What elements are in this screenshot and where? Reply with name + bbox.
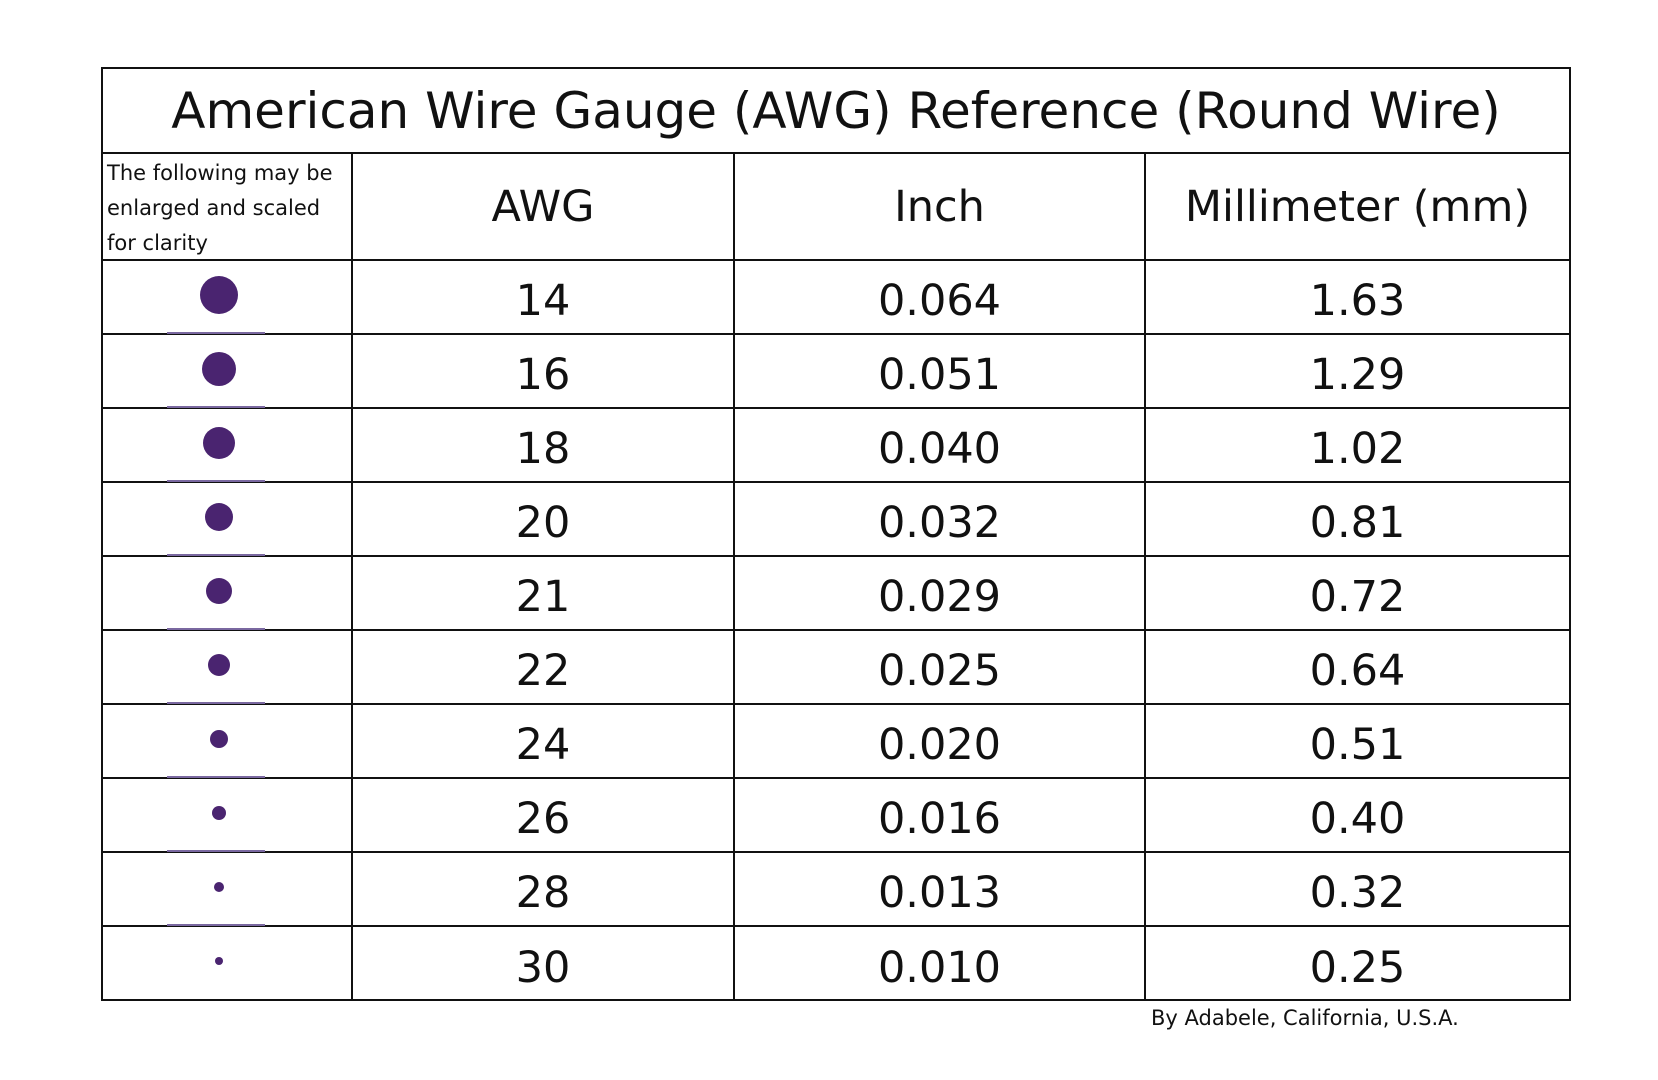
table-cell: 22 (353, 631, 735, 705)
dot-underline (167, 554, 265, 556)
wire-dot (212, 806, 226, 820)
icon-cell (103, 483, 353, 557)
table-cell: 0.016 (735, 779, 1146, 853)
icon-cell (103, 631, 353, 705)
table-cell: 0.40 (1146, 779, 1569, 853)
icon-cell (103, 853, 353, 927)
table-cell: 0.32 (1146, 853, 1569, 927)
table-cell: 24 (353, 705, 735, 779)
column-header: Millimeter (mm) (1146, 154, 1569, 261)
table-cell: 0.51 (1146, 705, 1569, 779)
table-cell: 26 (353, 779, 735, 853)
table-cell: 28 (353, 853, 735, 927)
dot-underline (167, 480, 265, 482)
dot-underline (167, 924, 265, 926)
icon-cell (103, 927, 353, 1001)
table-cell: 0.025 (735, 631, 1146, 705)
table-cell: 20 (353, 483, 735, 557)
table-cell: 0.040 (735, 409, 1146, 483)
dot-underline (167, 702, 265, 704)
wire-dot (203, 427, 235, 459)
dot-underline (167, 628, 265, 630)
table-cell: 1.02 (1146, 409, 1569, 483)
table-cell: 0.64 (1146, 631, 1569, 705)
wire-dot (214, 882, 224, 892)
icon-cell (103, 335, 353, 409)
dot-underline (167, 332, 265, 334)
wire-dot (206, 578, 232, 604)
table-cell: 0.032 (735, 483, 1146, 557)
table-cell: 0.81 (1146, 483, 1569, 557)
wire-dot (200, 276, 238, 314)
table-title: American Wire Gauge (AWG) Reference (Rou… (103, 69, 1569, 154)
table-cell: 1.63 (1146, 261, 1569, 335)
table-cell: 0.25 (1309, 943, 1406, 993)
column-header: Inch (735, 154, 1146, 261)
table-cell: 21 (353, 557, 735, 631)
table-cell: 0.013 (735, 853, 1146, 927)
dot-underline (167, 406, 265, 408)
awg-table: American Wire Gauge (AWG) Reference (Rou… (101, 67, 1571, 1001)
wire-dot (205, 503, 233, 531)
table-cell: 18 (353, 409, 735, 483)
table-cell: 0.064 (735, 261, 1146, 335)
wire-dot (215, 957, 223, 965)
icon-cell (103, 557, 353, 631)
icon-cell (103, 261, 353, 335)
table-cell: 16 (353, 335, 735, 409)
footer: By Adabele, California, U.S.A. (1151, 1006, 1459, 1030)
column-header: AWG (353, 154, 735, 261)
table-cell: 30 (353, 927, 735, 1001)
icon-cell (103, 409, 353, 483)
wire-dot (210, 730, 228, 748)
wire-dot (202, 352, 236, 386)
dot-underline (167, 776, 265, 778)
dot-underline (167, 850, 265, 852)
table-cell: 0.72 (1146, 557, 1569, 631)
wire-dot (208, 654, 230, 676)
table-cell: 0.051 (735, 335, 1146, 409)
table-cell: 1.29 (1146, 335, 1569, 409)
table-cell: 14 (353, 261, 735, 335)
table-cell: 0.020 (735, 705, 1146, 779)
icon-cell (103, 705, 353, 779)
table-cell: 0.029 (735, 557, 1146, 631)
column-note: The following may be enlarged and scaled… (103, 154, 353, 261)
table-cell: 0.010 (735, 927, 1146, 1001)
icon-cell (103, 779, 353, 853)
